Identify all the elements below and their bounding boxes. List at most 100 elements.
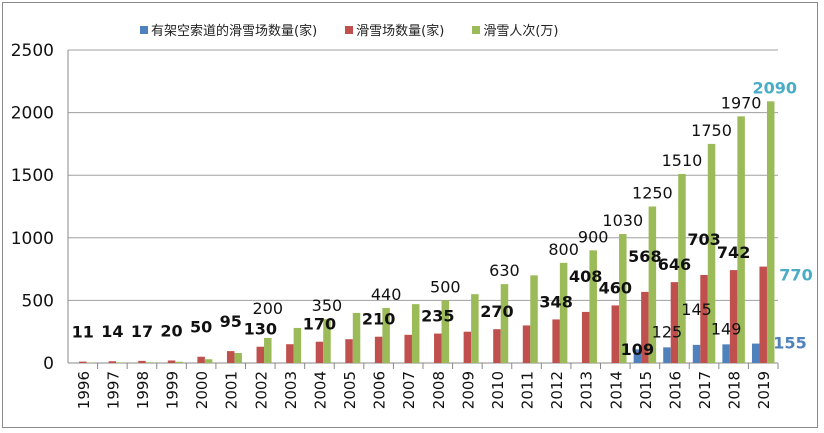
x-tick-label: 2009 bbox=[459, 371, 477, 409]
bar-cableway bbox=[692, 344, 701, 363]
x-tick-label: 2015 bbox=[637, 371, 655, 409]
bar-visits bbox=[293, 327, 302, 363]
data-label: 235 bbox=[421, 307, 454, 326]
data-label: 646 bbox=[658, 255, 691, 274]
data-label: 1970 bbox=[721, 93, 762, 112]
bar-resorts bbox=[463, 331, 472, 363]
data-label: 630 bbox=[489, 261, 520, 280]
bar-cableway bbox=[722, 344, 730, 363]
x-tick-label: 2008 bbox=[430, 371, 448, 409]
data-label: 17 bbox=[131, 322, 153, 341]
x-tick-label: 2016 bbox=[666, 371, 684, 409]
data-label: 270 bbox=[480, 302, 513, 321]
bar-cableway bbox=[751, 343, 760, 363]
x-tick-label: 2006 bbox=[371, 371, 389, 409]
data-label: 130 bbox=[244, 320, 277, 339]
data-label: 170 bbox=[303, 315, 336, 334]
data-label: 1030 bbox=[602, 211, 643, 230]
bar-visits bbox=[559, 262, 568, 363]
bar-cableway bbox=[663, 347, 671, 363]
x-tick-label: 2013 bbox=[578, 371, 596, 409]
data-label: 2090 bbox=[752, 78, 797, 97]
bar-resorts bbox=[79, 361, 87, 363]
bar-resorts bbox=[700, 274, 708, 363]
y-tick-label: 500 bbox=[22, 291, 54, 311]
x-tick-label: 2001 bbox=[223, 371, 241, 409]
data-label: 210 bbox=[362, 310, 395, 329]
data-label: 350 bbox=[312, 296, 343, 315]
data-label: 1510 bbox=[662, 151, 703, 170]
data-label: 1750 bbox=[691, 121, 732, 140]
bar-visits bbox=[116, 362, 124, 363]
x-tick-label: 2018 bbox=[726, 371, 744, 409]
data-label: 568 bbox=[628, 247, 661, 266]
bar-resorts bbox=[197, 356, 205, 363]
legend-label: 滑雪场数量(家) bbox=[356, 24, 445, 39]
data-label: 149 bbox=[711, 319, 742, 338]
bar-resorts bbox=[522, 325, 531, 363]
bar-visits bbox=[766, 101, 775, 363]
bar-resorts bbox=[434, 333, 442, 363]
data-label: 742 bbox=[717, 243, 750, 262]
data-label: 50 bbox=[190, 318, 212, 337]
bar-visits bbox=[707, 143, 716, 363]
bar-visits bbox=[175, 361, 183, 363]
data-label: 125 bbox=[652, 322, 683, 341]
bar-visits bbox=[589, 250, 597, 363]
x-tick-label: 1996 bbox=[75, 371, 93, 409]
bar-visits bbox=[441, 300, 450, 363]
data-label: 14 bbox=[101, 322, 123, 341]
data-label: 11 bbox=[72, 323, 94, 342]
bar-visits bbox=[382, 307, 390, 363]
bar-visits bbox=[323, 319, 331, 363]
bar-resorts bbox=[404, 334, 412, 363]
data-label: 200 bbox=[253, 299, 284, 318]
x-tick-label: 2002 bbox=[252, 371, 270, 409]
data-label: 460 bbox=[599, 278, 632, 297]
legend-swatch-blue bbox=[140, 25, 148, 34]
bar-visits bbox=[234, 352, 242, 363]
bar-resorts bbox=[641, 291, 649, 363]
bar-visits bbox=[145, 362, 154, 363]
bar-resorts bbox=[226, 351, 235, 363]
bar-visits bbox=[471, 294, 479, 363]
x-tick-label: 2011 bbox=[519, 371, 537, 409]
y-tick-label: 0 bbox=[43, 354, 54, 374]
bar-resorts bbox=[581, 311, 590, 363]
y-tick-label: 1500 bbox=[11, 166, 54, 186]
bar-resorts bbox=[374, 336, 383, 363]
legend: 有架空索道的滑雪场数量(家) 滑雪场数量(家) 滑雪人次(万) bbox=[140, 20, 558, 39]
data-label: 348 bbox=[539, 292, 572, 311]
x-tick-label: 2004 bbox=[311, 371, 329, 409]
x-tick-label: 1998 bbox=[134, 371, 152, 409]
legend-item-resorts: 滑雪场数量(家) bbox=[345, 20, 444, 39]
legend-swatch-red bbox=[345, 25, 354, 34]
bar-visits bbox=[264, 337, 272, 363]
x-tick-label: 2017 bbox=[696, 371, 714, 409]
bar-resorts bbox=[729, 270, 738, 363]
bar-resorts bbox=[138, 360, 146, 363]
data-label: 109 bbox=[621, 340, 654, 359]
data-label: 500 bbox=[430, 277, 461, 296]
bar-resorts bbox=[345, 339, 353, 363]
data-label: 145 bbox=[681, 300, 712, 319]
bar-resorts bbox=[315, 341, 324, 363]
data-label: 800 bbox=[548, 240, 579, 259]
x-tick-label: 2012 bbox=[548, 371, 566, 409]
bar-resorts bbox=[670, 282, 679, 363]
data-label: 1250 bbox=[632, 184, 673, 203]
bar-resorts bbox=[167, 360, 176, 363]
y-tick-label: 2000 bbox=[11, 104, 54, 124]
x-tick-label: 2003 bbox=[282, 371, 300, 409]
x-tick-label: 2014 bbox=[607, 371, 625, 409]
bar-visits bbox=[352, 312, 361, 363]
data-label: 900 bbox=[578, 227, 609, 246]
chart-frame bbox=[2, 2, 818, 428]
x-tick-label: 2005 bbox=[341, 371, 359, 409]
x-tick-label: 1997 bbox=[104, 371, 122, 409]
data-label: 770 bbox=[779, 265, 812, 284]
legend-item-visits: 滑雪人次(万) bbox=[472, 20, 558, 39]
data-label: 20 bbox=[160, 321, 182, 340]
bar-visits bbox=[500, 284, 509, 363]
